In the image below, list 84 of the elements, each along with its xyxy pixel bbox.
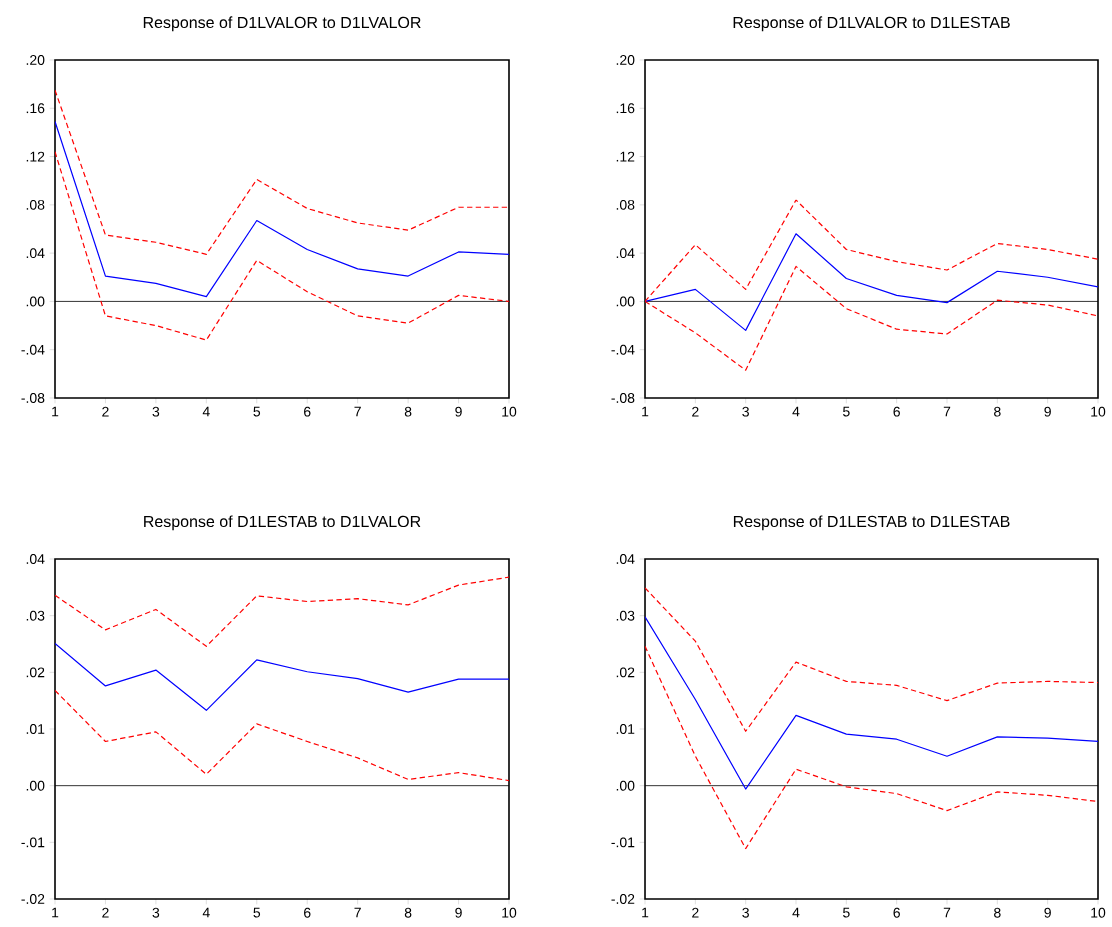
chart-title: Response of D1LVALOR to D1LVALOR (143, 16, 421, 32)
x-tick-label: 10 (502, 907, 517, 918)
line-series (55, 642, 509, 711)
line-series (645, 587, 1098, 732)
chart-title: Response of D1LVALOR to D1LESTAB (733, 16, 1010, 32)
y-tick-label: .04 (616, 248, 635, 259)
y-tick-label: .00 (616, 296, 635, 307)
x-tick-label: 8 (994, 907, 1001, 918)
x-tick-label: 5 (843, 406, 850, 417)
x-tick-label: 1 (52, 406, 59, 417)
x-tick-label: 3 (152, 406, 160, 417)
x-tick-label: 5 (253, 406, 261, 417)
y-tick-label: -.04 (21, 344, 45, 355)
line-series (55, 151, 509, 341)
x-tick-label: 6 (893, 907, 900, 918)
x-tick-label: 4 (792, 406, 800, 417)
y-tick-label: .02 (26, 667, 45, 678)
y-tick-label: .08 (26, 199, 45, 210)
y-tick-label: .16 (26, 103, 45, 114)
y-tick-label: .00 (26, 296, 45, 307)
x-tick-label: 2 (102, 907, 109, 918)
line-series (55, 89, 509, 255)
x-tick-label: 4 (202, 406, 210, 417)
x-tick-label: 6 (304, 406, 311, 417)
x-tick-label: 9 (1044, 907, 1051, 918)
x-tick-label: 10 (502, 406, 517, 417)
x-tick-label: 2 (102, 406, 109, 417)
y-tick-label: .04 (26, 248, 45, 259)
y-tick-label: .04 (616, 554, 635, 564)
x-tick-label: 1 (52, 907, 59, 918)
x-tick-label: 2 (692, 406, 699, 417)
x-tick-label: 1 (642, 907, 649, 918)
y-tick-label: .03 (26, 610, 45, 621)
y-tick-label: .20 (26, 55, 45, 65)
line-series (55, 120, 509, 298)
y-tick-label: .20 (616, 55, 635, 65)
x-tick-label: 2 (692, 907, 699, 918)
y-tick-label: .02 (616, 667, 635, 678)
x-tick-label: 8 (994, 406, 1001, 417)
x-tick-label: 4 (792, 907, 800, 918)
x-tick-label: 6 (893, 406, 900, 417)
x-tick-label: 10 (1091, 406, 1106, 417)
x-tick-label: 4 (202, 907, 210, 918)
y-tick-label: -.08 (611, 393, 635, 403)
x-tick-label: 7 (354, 907, 361, 918)
y-tick-label: .08 (616, 199, 635, 210)
y-tick-label: -.01 (611, 837, 635, 848)
x-tick-label: 9 (455, 907, 462, 918)
x-tick-label: 3 (152, 907, 160, 918)
x-tick-label: 9 (1044, 406, 1051, 417)
line-series (645, 233, 1098, 331)
x-tick-label: 5 (253, 907, 261, 918)
y-tick-label: -.01 (21, 837, 45, 848)
x-tick-label: 1 (642, 406, 649, 417)
y-tick-label: -.02 (21, 894, 45, 904)
x-tick-label: 6 (304, 907, 311, 918)
x-tick-label: 5 (843, 907, 850, 918)
y-tick-label: .16 (616, 103, 635, 114)
x-tick-label: 8 (404, 907, 412, 918)
y-tick-label: .01 (616, 724, 635, 734)
x-tick-label: 3 (742, 907, 749, 918)
y-tick-label: .00 (26, 780, 45, 791)
y-tick-label: .00 (616, 780, 635, 791)
line-series (55, 689, 509, 782)
x-tick-label: 8 (404, 406, 412, 417)
line-series (645, 616, 1098, 790)
y-tick-label: -.04 (611, 344, 635, 355)
chart-title: Response of D1LESTAB to D1LESTAB (733, 515, 1010, 531)
x-tick-label: 9 (455, 406, 462, 417)
x-tick-label: 7 (943, 406, 951, 417)
x-tick-label: 3 (742, 406, 749, 417)
y-tick-label: -.08 (21, 393, 45, 403)
y-tick-label: .12 (616, 151, 635, 162)
y-tick-label: -.02 (611, 894, 635, 904)
line-series (645, 645, 1098, 850)
x-tick-label: 10 (1091, 907, 1106, 918)
y-tick-label: .04 (26, 554, 45, 564)
y-tick-label: .01 (26, 724, 45, 734)
x-tick-label: 7 (354, 406, 361, 417)
y-tick-label: .03 (616, 610, 635, 621)
chart-title: Response of D1LESTAB to D1LVALOR (144, 515, 421, 531)
x-tick-label: 7 (943, 907, 951, 918)
line-series (55, 576, 509, 647)
y-tick-label: .12 (26, 151, 45, 162)
